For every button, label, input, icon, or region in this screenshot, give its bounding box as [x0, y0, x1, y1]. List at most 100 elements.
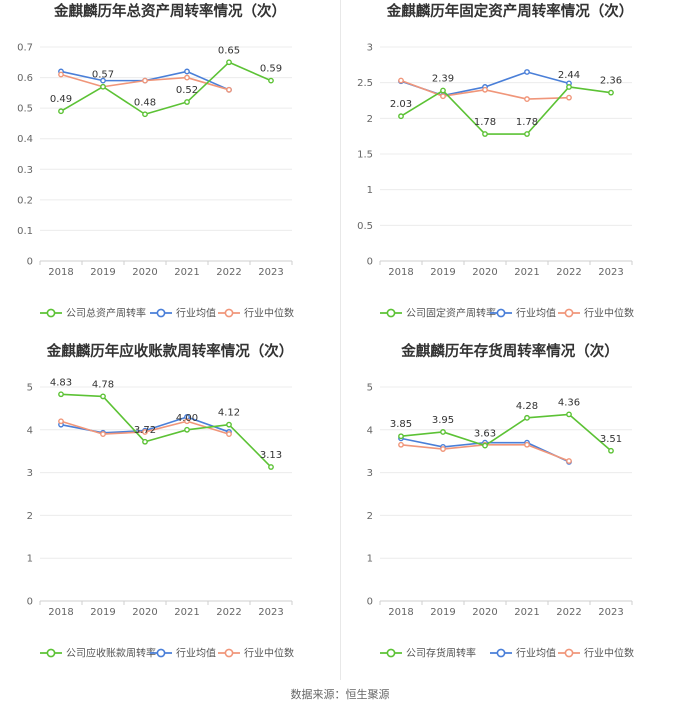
chart-panel-total-asset-turnover: 金麒麟历年总资产周转率情况（次） 0 0.1 0.2 0.3 0.4 0.5 0.6 0.7 20…: [0, 0, 340, 340]
data-label: 0.49: [50, 94, 72, 105]
data-point-industry_median[interactable]: [524, 96, 530, 102]
data-point-company[interactable]: [58, 391, 64, 398]
data-point-company[interactable]: [184, 426, 190, 433]
data-point-company[interactable]: [482, 442, 488, 449]
data-point-industry_median[interactable]: [142, 429, 148, 435]
legend-marker-icon: [156, 648, 166, 658]
data-point-industry_median[interactable]: [58, 418, 64, 425]
data-label: 4.78: [92, 379, 114, 390]
y-tick-label: 3: [27, 468, 33, 479]
data-point-company[interactable]: [100, 393, 106, 400]
data-point-company[interactable]: [184, 99, 190, 105]
data-point-company[interactable]: [566, 411, 572, 418]
data-point-industry_median[interactable]: [226, 86, 232, 93]
legend-item-company[interactable]: 公司应收账款周转率: [40, 647, 156, 660]
y-tick-label: 3: [367, 43, 373, 54]
x-tick-label: 2023: [258, 267, 283, 278]
y-tick-label: 0: [27, 257, 33, 268]
data-point-company[interactable]: [608, 89, 614, 96]
legend-item-industry_median[interactable]: 行业中位数: [218, 307, 294, 320]
data-point-industry_median[interactable]: [142, 77, 148, 84]
data-point-company[interactable]: [524, 131, 530, 137]
data-point-company[interactable]: [142, 438, 148, 445]
y-tick-label: 2: [367, 511, 373, 522]
legend-item-industry_median[interactable]: 行业中位数: [218, 647, 294, 660]
data-point-industry_avg[interactable]: [100, 77, 106, 84]
data-point-company[interactable]: [226, 59, 232, 66]
data-point-company[interactable]: [608, 447, 614, 454]
x-tick-label: 2020: [472, 267, 497, 278]
legend-item-company[interactable]: 公司存货周转率: [380, 647, 476, 660]
legend-marker-icon: [156, 308, 166, 318]
legend-item-company[interactable]: 公司固定资产周转率: [380, 307, 496, 320]
legend-item-company[interactable]: 公司总资产周转率: [40, 307, 146, 320]
chart-panel-receivables-turnover: 金麒麟历年应收账款周转率情况（次） 0 1 2 3 4 5 2018 2019 2020 2021 2…: [0, 340, 340, 680]
data-point-company[interactable]: [398, 433, 404, 440]
legend-item-industry_avg[interactable]: 行业均值: [490, 647, 556, 660]
data-point-industry_median[interactable]: [100, 431, 106, 437]
data-point-company[interactable]: [398, 113, 404, 120]
y-tick-label: 4: [27, 425, 33, 436]
x-tick-label: 2021: [514, 607, 539, 618]
data-point-industry_avg[interactable]: [184, 68, 190, 75]
series-line-company: [60, 61, 272, 116]
data-point-industry_median[interactable]: [440, 93, 446, 100]
data-point-industry_median[interactable]: [482, 86, 488, 93]
data-label: 3.13: [260, 450, 282, 461]
y-tick-label: 2: [367, 114, 373, 125]
y-tick-label: 4: [367, 425, 373, 436]
legend-label: 行业均值: [516, 647, 556, 660]
data-point-company[interactable]: [440, 87, 446, 94]
data-point-company[interactable]: [226, 421, 232, 428]
data-label: 0.59: [260, 64, 282, 75]
data-point-company[interactable]: [58, 108, 64, 115]
data-point-industry_median[interactable]: [566, 458, 572, 464]
series-line-company: [400, 413, 612, 452]
legend-item-industry_avg[interactable]: 行业均值: [150, 307, 216, 320]
data-label: 2.44: [558, 70, 580, 81]
data-point-company[interactable]: [566, 84, 572, 90]
x-tick-label: 2021: [514, 267, 539, 278]
legend-item-industry_median[interactable]: 行业中位数: [558, 307, 634, 320]
legend-label: 公司应收账款周转率: [66, 647, 156, 660]
data-point-industry_median[interactable]: [58, 71, 64, 78]
data-point-company[interactable]: [440, 429, 446, 435]
data-label: 4.00: [176, 413, 198, 424]
data-point-company[interactable]: [268, 464, 274, 470]
data-point-industry_median[interactable]: [440, 446, 446, 452]
legend-label: 行业中位数: [584, 647, 634, 660]
data-point-industry_median[interactable]: [398, 77, 404, 84]
series-line-company: [60, 393, 272, 468]
x-tick-label: 2018: [48, 607, 73, 618]
y-tick-label: 5: [367, 383, 373, 394]
data-label: 2.03: [390, 99, 412, 110]
x-tick-label: 2018: [388, 607, 413, 618]
data-point-company[interactable]: [482, 131, 488, 137]
data-point-company[interactable]: [100, 83, 106, 90]
x-tick-label: 2023: [598, 607, 623, 618]
x-tick-label: 2020: [472, 607, 497, 618]
x-tick-label: 2020: [132, 607, 157, 618]
legend-item-industry_avg[interactable]: 行业均值: [150, 647, 216, 660]
data-point-industry_median[interactable]: [398, 441, 404, 448]
data-point-industry_median[interactable]: [184, 74, 190, 81]
legend-marker-icon: [224, 308, 234, 318]
chart-svg: 金麒麟历年应收账款周转率情况（次） 0 1 2 3 4 5 2018 2019 2020 2021 2…: [27, 342, 294, 660]
data-point-industry_avg[interactable]: [524, 69, 530, 75]
legend-item-industry_avg[interactable]: 行业均值: [490, 307, 556, 320]
series-line-company: [400, 86, 612, 135]
legend-label: 公司固定资产周转率: [406, 307, 496, 320]
data-point-company[interactable]: [142, 111, 148, 118]
legend-label: 公司存货周转率: [406, 647, 476, 660]
legend-item-industry_median[interactable]: 行业中位数: [558, 647, 634, 660]
legend-label: 行业中位数: [584, 307, 634, 320]
data-point-company[interactable]: [524, 414, 530, 421]
y-tick-label: 0: [27, 597, 33, 608]
legend-marker-icon: [386, 308, 396, 318]
data-point-industry_median[interactable]: [524, 441, 530, 448]
legend-marker-icon: [496, 648, 506, 658]
data-point-company[interactable]: [268, 77, 274, 84]
data-point-industry_median[interactable]: [184, 418, 190, 425]
data-point-industry_median[interactable]: [566, 94, 572, 101]
data-point-industry_median[interactable]: [226, 431, 232, 437]
